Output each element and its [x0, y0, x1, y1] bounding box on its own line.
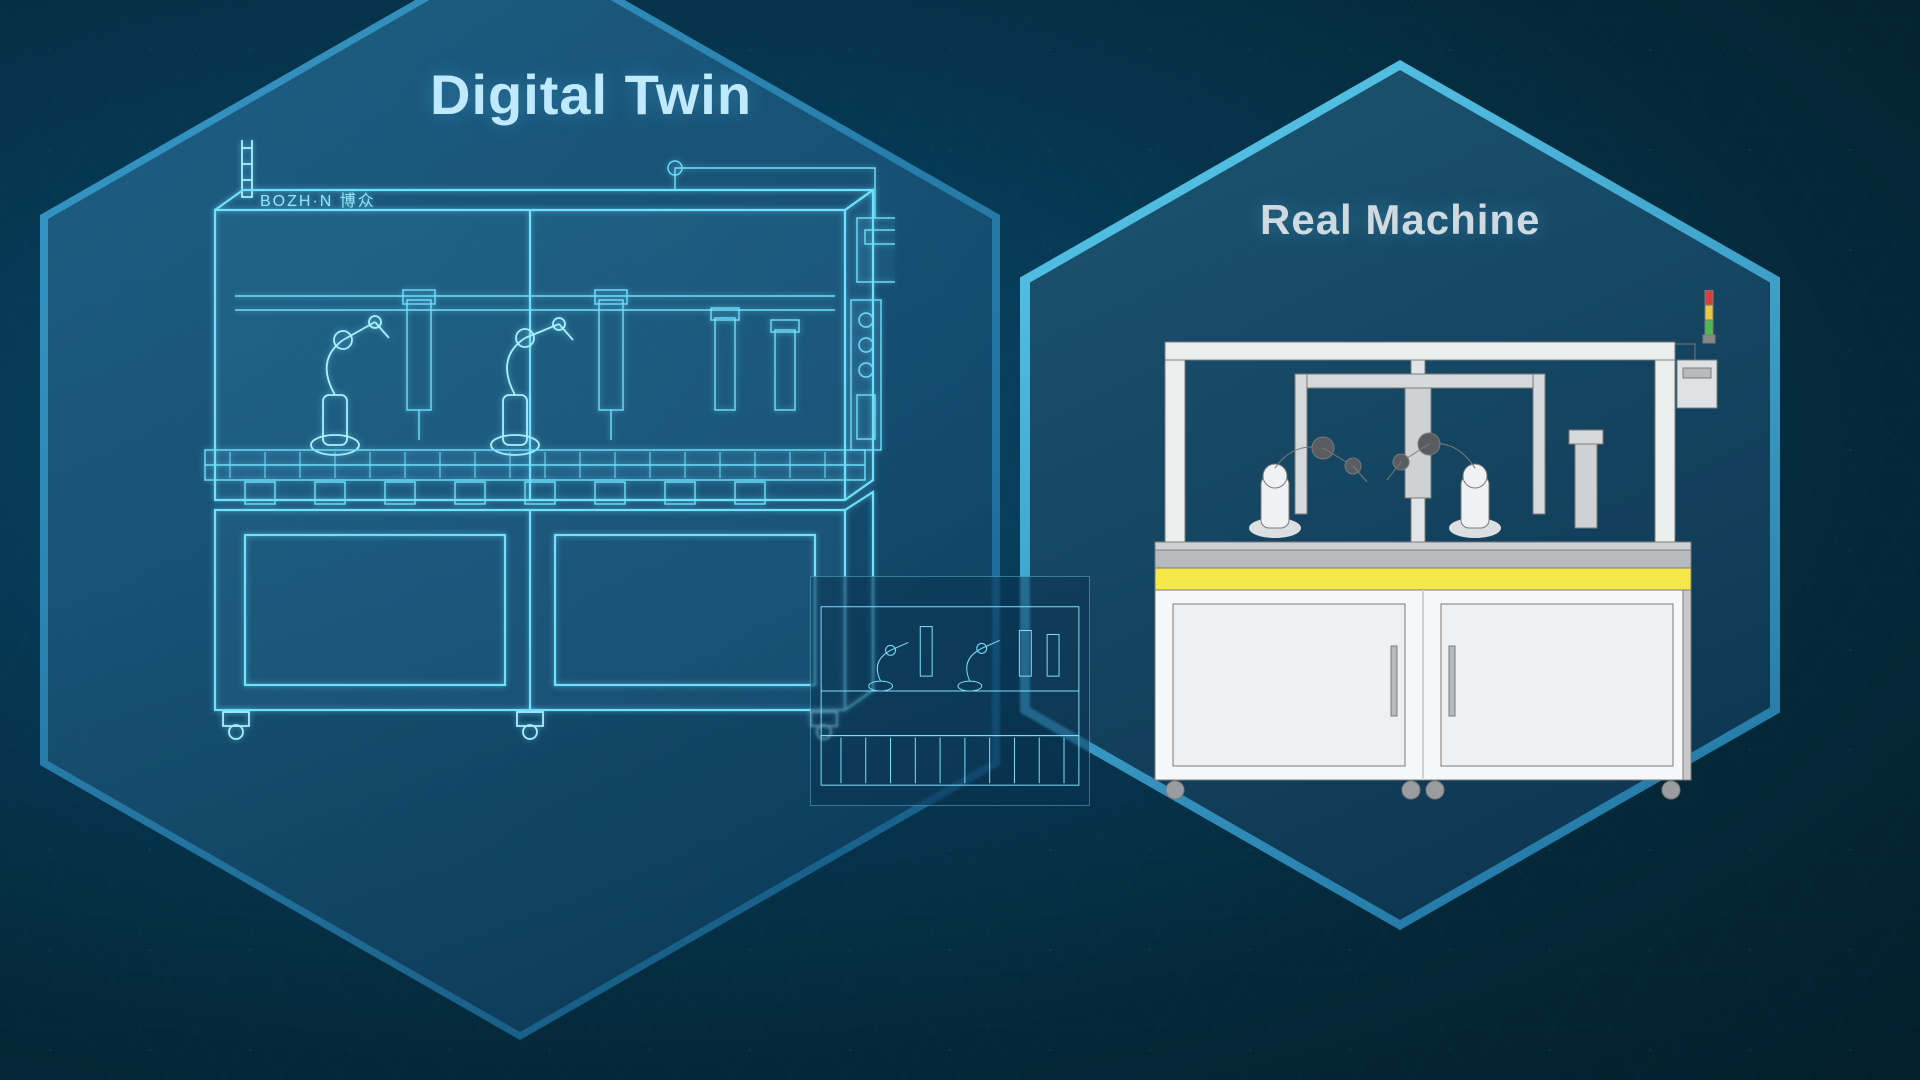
digital-twin-heading: Digital Twin — [430, 62, 752, 127]
real-machine-heading: Real Machine — [1260, 196, 1540, 244]
real-machine-illustration — [1135, 290, 1735, 820]
brand-label: BOZH·N 博众 — [260, 192, 376, 210]
digital-twin-wireframe-illustration: BOZH·N 博众 — [175, 140, 895, 750]
digital-twin-inset-preview — [810, 576, 1090, 806]
